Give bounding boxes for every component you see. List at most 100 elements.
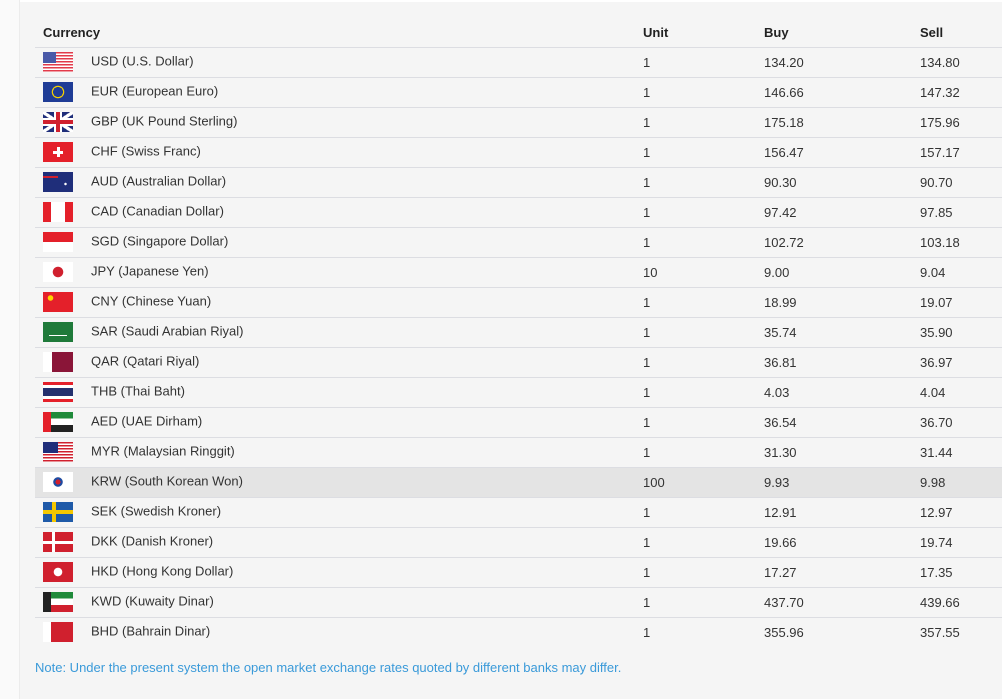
sell-cell: 12.97 bbox=[920, 497, 1002, 528]
currency-name: DKK (Danish Kroner) bbox=[91, 533, 214, 549]
currency-cell: USD (U.S. Dollar) bbox=[35, 47, 643, 78]
buy-cell: 102.72 bbox=[764, 227, 920, 258]
buy-cell: 4.03 bbox=[764, 377, 920, 408]
table-row: AED (UAE Dirham) 1 36.54 36.70 bbox=[35, 407, 1002, 438]
ae-flag-icon bbox=[43, 412, 73, 432]
buy-cell: 18.99 bbox=[764, 287, 920, 318]
unit-cell: 1 bbox=[643, 407, 764, 438]
table-row: SGD (Singapore Dollar) 1 102.72 103.18 bbox=[35, 227, 1002, 258]
currency-name: BHD (Bahrain Dinar) bbox=[91, 623, 211, 639]
unit-cell: 1 bbox=[643, 347, 764, 378]
th-flag-icon bbox=[43, 382, 73, 402]
disclaimer-note: Note: Under the present system the open … bbox=[35, 660, 622, 675]
table-row: SAR (Saudi Arabian Riyal) 1 35.74 35.90 bbox=[35, 317, 1002, 348]
unit-cell: 1 bbox=[643, 47, 764, 78]
unit-cell: 1 bbox=[643, 624, 651, 640]
kr-flag-icon bbox=[43, 472, 73, 492]
currency-cell: AED (UAE Dirham) bbox=[35, 407, 643, 438]
currency-cell: DKK (Danish Kroner) bbox=[35, 527, 643, 558]
currency-name: CHF (Swiss Franc) bbox=[91, 143, 201, 159]
currency-name: CNY (Chinese Yuan) bbox=[91, 293, 212, 309]
table-row: KRW (South Korean Won) 100 9.93 9.98 bbox=[35, 467, 1002, 498]
buy-cell: 31.30 bbox=[764, 437, 920, 468]
sell-cell: 90.70 bbox=[920, 167, 1002, 198]
exchange-rate-panel: Currency Unit Buy Sell USD (U.S. Dollar)… bbox=[20, 2, 1002, 699]
buy-cell: 19.66 bbox=[764, 527, 920, 558]
currency-cell: CAD (Canadian Dollar) bbox=[35, 197, 643, 228]
header-sell: Sell bbox=[920, 18, 1002, 48]
table-row: CAD (Canadian Dollar) 1 97.42 97.85 bbox=[35, 197, 1002, 228]
unit-cell: 1 bbox=[643, 227, 764, 258]
currency-name: SGD (Singapore Dollar) bbox=[91, 233, 229, 249]
currency-cell: MYR (Malaysian Ringgit) bbox=[35, 437, 643, 468]
buy-cell: 97.42 bbox=[764, 197, 920, 228]
header-unit: Unit bbox=[643, 18, 764, 48]
unit-cell: 1 bbox=[643, 167, 764, 198]
unit-cell: 1 bbox=[643, 287, 764, 318]
table-row: USD (U.S. Dollar) 1 134.20 134.80 bbox=[35, 47, 1002, 78]
currency-cell: SGD (Singapore Dollar) bbox=[35, 227, 643, 258]
currency-name: QAR (Qatari Riyal) bbox=[91, 353, 200, 369]
buy-cell: 156.47 bbox=[764, 137, 920, 168]
buy-cell: 175.18 bbox=[764, 107, 920, 138]
sell-cell: 134.80 bbox=[920, 47, 1002, 78]
sell-cell: 19.74 bbox=[920, 527, 1002, 558]
unit-cell: 1 bbox=[643, 77, 764, 108]
currency-name: CAD (Canadian Dollar) bbox=[91, 203, 224, 219]
buy-cell: 17.27 bbox=[764, 557, 920, 588]
buy-cell: 134.20 bbox=[764, 47, 920, 78]
table-row: DKK (Danish Kroner) 1 19.66 19.74 bbox=[35, 527, 1002, 558]
sell-cell: 17.35 bbox=[920, 557, 1002, 588]
eu-flag-icon bbox=[43, 82, 73, 102]
currency-cell: SAR (Saudi Arabian Riyal) bbox=[35, 317, 643, 348]
currency-name: USD (U.S. Dollar) bbox=[91, 53, 194, 69]
sell-cell: 31.44 bbox=[920, 437, 1002, 468]
header-currency: Currency bbox=[35, 18, 643, 48]
currency-cell: AUD (Australian Dollar) bbox=[35, 167, 643, 198]
currency-name: KWD (Kuwaity Dinar) bbox=[91, 593, 214, 609]
currency-name: THB (Thai Baht) bbox=[91, 383, 185, 399]
currency-cell: KWD (Kuwaity Dinar) bbox=[35, 587, 643, 618]
header-buy: Buy bbox=[764, 18, 920, 48]
buy-cell: 146.66 bbox=[764, 77, 920, 108]
unit-cell: 1 bbox=[643, 497, 764, 528]
dk-flag-icon bbox=[43, 532, 73, 552]
currency-cell: GBP (UK Pound Sterling) bbox=[35, 107, 643, 138]
currency-cell: EUR (European Euro) bbox=[35, 77, 643, 108]
sell-cell: 357.55 bbox=[920, 624, 960, 640]
table-header: Currency Unit Buy Sell bbox=[35, 18, 1002, 48]
buy-cell: 90.30 bbox=[764, 167, 920, 198]
currency-cell: HKD (Hong Kong Dollar) bbox=[35, 557, 643, 588]
currency-name: GBP (UK Pound Sterling) bbox=[91, 113, 238, 129]
currency-name: AED (UAE Dirham) bbox=[91, 413, 203, 429]
sell-cell: 35.90 bbox=[920, 317, 1002, 348]
currency-cell: KRW (South Korean Won) bbox=[35, 467, 643, 498]
sg-flag-icon bbox=[43, 232, 73, 252]
currency-name: HKD (Hong Kong Dollar) bbox=[91, 563, 234, 579]
table-row: GBP (UK Pound Sterling) 1 175.18 175.96 bbox=[35, 107, 1002, 138]
sell-cell: 9.04 bbox=[920, 257, 1002, 288]
unit-cell: 1 bbox=[643, 527, 764, 558]
unit-cell: 10 bbox=[643, 257, 764, 288]
currency-name: JPY (Japanese Yen) bbox=[91, 263, 209, 279]
table-row: KWD (Kuwaity Dinar) 1 437.70 439.66 bbox=[35, 587, 1002, 618]
buy-cell: 36.81 bbox=[764, 347, 920, 378]
hk-flag-icon bbox=[43, 562, 73, 582]
table-row: MYR (Malaysian Ringgit) 1 31.30 31.44 bbox=[35, 437, 1002, 468]
currency-cell: SEK (Swedish Kroner) bbox=[35, 497, 643, 528]
us-flag-icon bbox=[43, 52, 73, 72]
cn-flag-icon bbox=[43, 292, 73, 312]
sell-cell: 147.32 bbox=[920, 77, 1002, 108]
currency-cell: JPY (Japanese Yen) bbox=[35, 257, 643, 288]
table-row: AUD (Australian Dollar) 1 90.30 90.70 bbox=[35, 167, 1002, 198]
currency-cell: CHF (Swiss Franc) bbox=[35, 137, 643, 168]
table-row: JPY (Japanese Yen) 10 9.00 9.04 bbox=[35, 257, 1002, 288]
table-row: HKD (Hong Kong Dollar) 1 17.27 17.35 bbox=[35, 557, 1002, 588]
sell-cell: 4.04 bbox=[920, 377, 1002, 408]
jp-flag-icon bbox=[43, 262, 73, 282]
buy-cell: 36.54 bbox=[764, 407, 920, 438]
ca-flag-icon bbox=[43, 202, 73, 222]
sell-cell: 439.66 bbox=[920, 587, 1002, 618]
table-row: QAR (Qatari Riyal) 1 36.81 36.97 bbox=[35, 347, 1002, 378]
unit-cell: 1 bbox=[643, 107, 764, 138]
